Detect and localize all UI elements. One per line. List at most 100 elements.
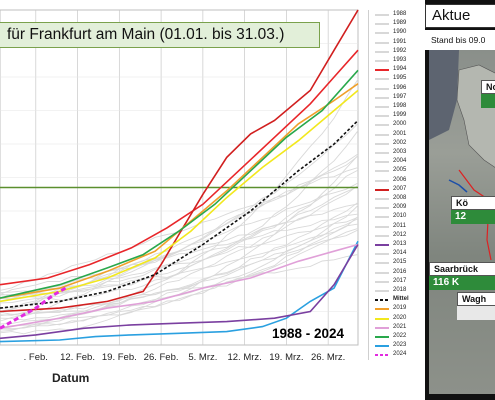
legend-label: 1996 [393, 84, 407, 91]
legend-swatch [375, 170, 389, 173]
legend-item: Mittel [375, 295, 423, 305]
legend-swatch [375, 188, 389, 191]
legend-swatch [375, 262, 389, 265]
line-chart: . Feb. 12. Feb. 19. Feb. 26. Feb. 5. Mrz. 12.… [0, 9, 359, 363]
highlight-series [0, 9, 359, 343]
legend-swatch [375, 96, 389, 99]
map-subtitle: Stand bis 09.0 [425, 30, 495, 50]
x-tick-label: 12. Feb. [60, 352, 95, 363]
legend-item: 2020 [375, 314, 423, 324]
legend-swatch [375, 161, 389, 164]
legend-label: 2005 [393, 167, 407, 174]
background-series-line [0, 254, 359, 317]
legend-item: 2001 [375, 130, 423, 140]
legend-label: 1994 [393, 66, 407, 73]
legend-label: 2006 [393, 176, 407, 183]
legend-label: 1999 [393, 112, 407, 119]
legend-swatch [375, 133, 389, 136]
legend-swatch [375, 308, 389, 311]
legend-swatch [375, 23, 389, 26]
legend-swatch [375, 142, 389, 145]
background-series-line [0, 216, 359, 310]
x-tick-labels: . Feb. 12. Feb. 19. Feb. 26. Feb. 5. Mrz. 12.… [24, 352, 346, 363]
legend-item: 1996 [375, 84, 423, 94]
legend-swatch [375, 60, 389, 62]
legend-label: 2002 [393, 139, 407, 146]
legend-swatch [375, 234, 389, 237]
legend-item: 2024 [375, 350, 423, 360]
series-line-2013 [0, 244, 359, 340]
legend-label: 2021 [393, 323, 407, 330]
legend-label: 2022 [393, 333, 407, 339]
station-value-nord [481, 94, 495, 108]
series-line-2019 [0, 83, 359, 299]
background-series-line [0, 185, 359, 330]
legend-item: 1998 [375, 102, 423, 112]
legend-label: 1988 [393, 11, 407, 17]
legend-item: 1999 [375, 111, 423, 121]
legend-item: 2012 [375, 231, 423, 241]
map-title: Aktue [425, 4, 495, 28]
x-tick-label: 12. Mrz. [227, 352, 261, 363]
legend-item: 1995 [375, 74, 423, 84]
legend-label: 2007 [393, 185, 407, 192]
chart-title: für Frankfurt am Main (01.01. bis 31.03.… [0, 22, 320, 48]
legend-label: 1993 [393, 57, 407, 63]
legend-item: 1992 [375, 47, 423, 57]
legend-label: 2013 [393, 241, 407, 247]
legend-swatch [375, 290, 389, 292]
legend-swatch [375, 244, 389, 246]
legend-label: 2011 [393, 222, 406, 229]
legend-swatch [375, 253, 389, 256]
year-range-annotation: 1988 - 2024 [272, 326, 345, 341]
legend-item: 2017 [375, 277, 423, 287]
legend-swatch [375, 216, 389, 219]
legend-swatch [375, 41, 389, 44]
legend-item: 1993 [375, 56, 423, 66]
station-label-waghaeusel: Wagh [457, 292, 495, 306]
x-axis-title: Datum [52, 371, 90, 385]
legend-swatch [375, 179, 389, 182]
legend-item: 2016 [375, 268, 423, 278]
legend-item: 2021 [375, 323, 423, 333]
station-label-nord: No [481, 80, 495, 94]
grid-lines [0, 10, 358, 345]
legend-label: 2014 [393, 250, 407, 257]
legend-label: 2020 [393, 314, 407, 321]
legend-swatch [375, 326, 389, 329]
legend-label: 1989 [393, 20, 407, 27]
legend-label: 2018 [393, 287, 407, 293]
legend-label: 2008 [393, 195, 407, 201]
map-panel: Aktue Stand bis 09.0 No Kö 12 Saarbrück … [425, 0, 495, 400]
legend-label: 2009 [393, 204, 407, 211]
x-tick-label: 5. Mrz. [188, 352, 217, 363]
legend-label: 2024 [393, 351, 407, 358]
legend-swatch [375, 124, 389, 127]
legend-label: 2004 [393, 158, 407, 165]
legend-label: 2010 [393, 213, 407, 220]
legend-swatch [375, 225, 389, 228]
legend: 1988 1989 1990 1991 1992 1993 1994 1995 1996 1997… [368, 10, 423, 360]
legend-item: 1994 [375, 65, 423, 75]
series-line-2007 [0, 9, 359, 313]
background-series-line [0, 203, 359, 302]
legend-label: 1998 [393, 103, 407, 109]
legend-swatch [375, 280, 389, 283]
legend-item: 2003 [375, 148, 423, 158]
legend-item: 2019 [375, 304, 423, 314]
series-line-2023 [0, 240, 359, 343]
background-series-line [0, 201, 359, 330]
legend-swatch [375, 78, 389, 81]
legend-label: 2016 [393, 268, 407, 275]
background-series-line [0, 205, 359, 315]
series-line-2020 [0, 89, 359, 303]
legend-item: 2015 [375, 258, 423, 268]
legend-swatch [375, 14, 389, 16]
legend-item: 2007 [375, 185, 423, 195]
legend-item: 1988 [375, 10, 423, 20]
series-line-1994 [0, 49, 359, 286]
background-series-line [0, 78, 359, 321]
series-line-2024 [0, 286, 67, 330]
legend-label: 2015 [393, 259, 407, 266]
legend-item: 2011 [375, 222, 423, 232]
